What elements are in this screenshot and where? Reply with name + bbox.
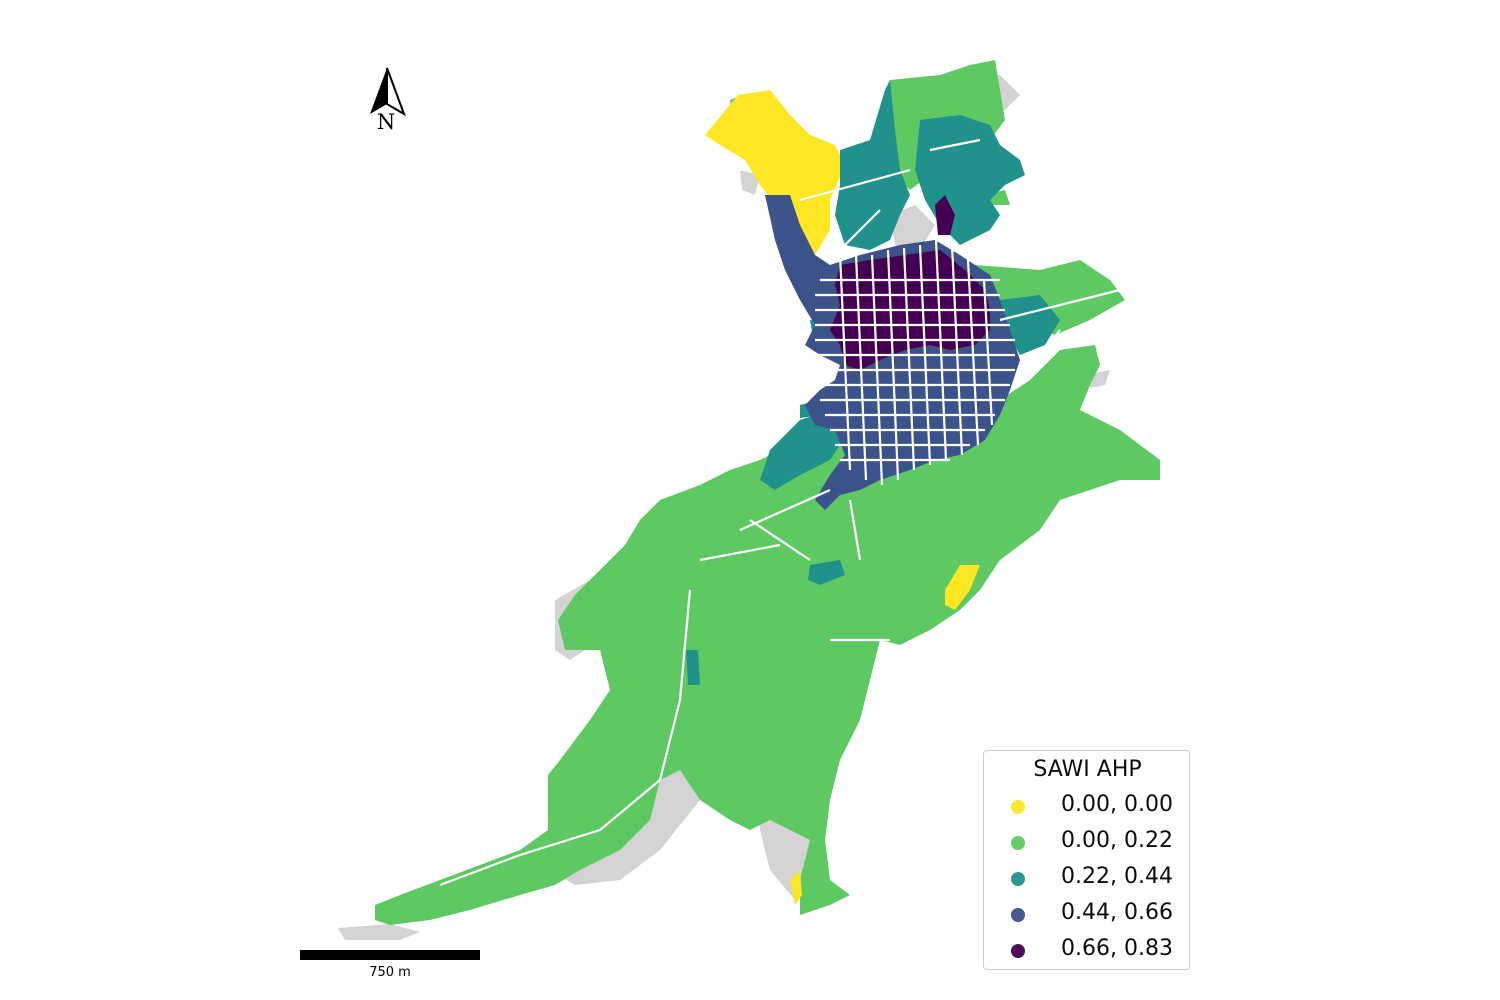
- legend-marker-icon: [1011, 872, 1025, 886]
- north-label: N: [376, 110, 396, 134]
- legend-item-label: 0.44, 0.66: [1061, 900, 1173, 925]
- legend-title: SAWI AHP: [1033, 757, 1142, 782]
- scale-bar-label: 750 m: [369, 965, 411, 980]
- legend-item: 0.00, 0.22: [984, 827, 1191, 857]
- legend-item-label: 0.22, 0.44: [1061, 864, 1173, 889]
- legend-item: 0.22, 0.44: [984, 863, 1191, 893]
- legend-item: 0.00, 0.00: [984, 791, 1191, 821]
- legend-item: 0.66, 0.83: [984, 935, 1191, 965]
- map-legend: SAWI AHP 0.00, 0.00 0.00, 0.22 0.22, 0.4…: [983, 750, 1190, 970]
- legend-item-label: 0.00, 0.00: [1061, 792, 1173, 817]
- legend-marker-icon: [1011, 944, 1025, 958]
- legend-marker-icon: [1011, 908, 1025, 922]
- street-network: [439, 138, 1121, 887]
- legend-item-label: 0.00, 0.22: [1061, 828, 1173, 853]
- legend-marker-icon: [1011, 836, 1025, 850]
- legend-marker-icon: [1011, 800, 1025, 814]
- north-arrow-icon: [360, 66, 414, 138]
- legend-item-label: 0.66, 0.83: [1061, 936, 1173, 961]
- scale-bar: [300, 950, 480, 960]
- legend-item: 0.44, 0.66: [984, 899, 1191, 929]
